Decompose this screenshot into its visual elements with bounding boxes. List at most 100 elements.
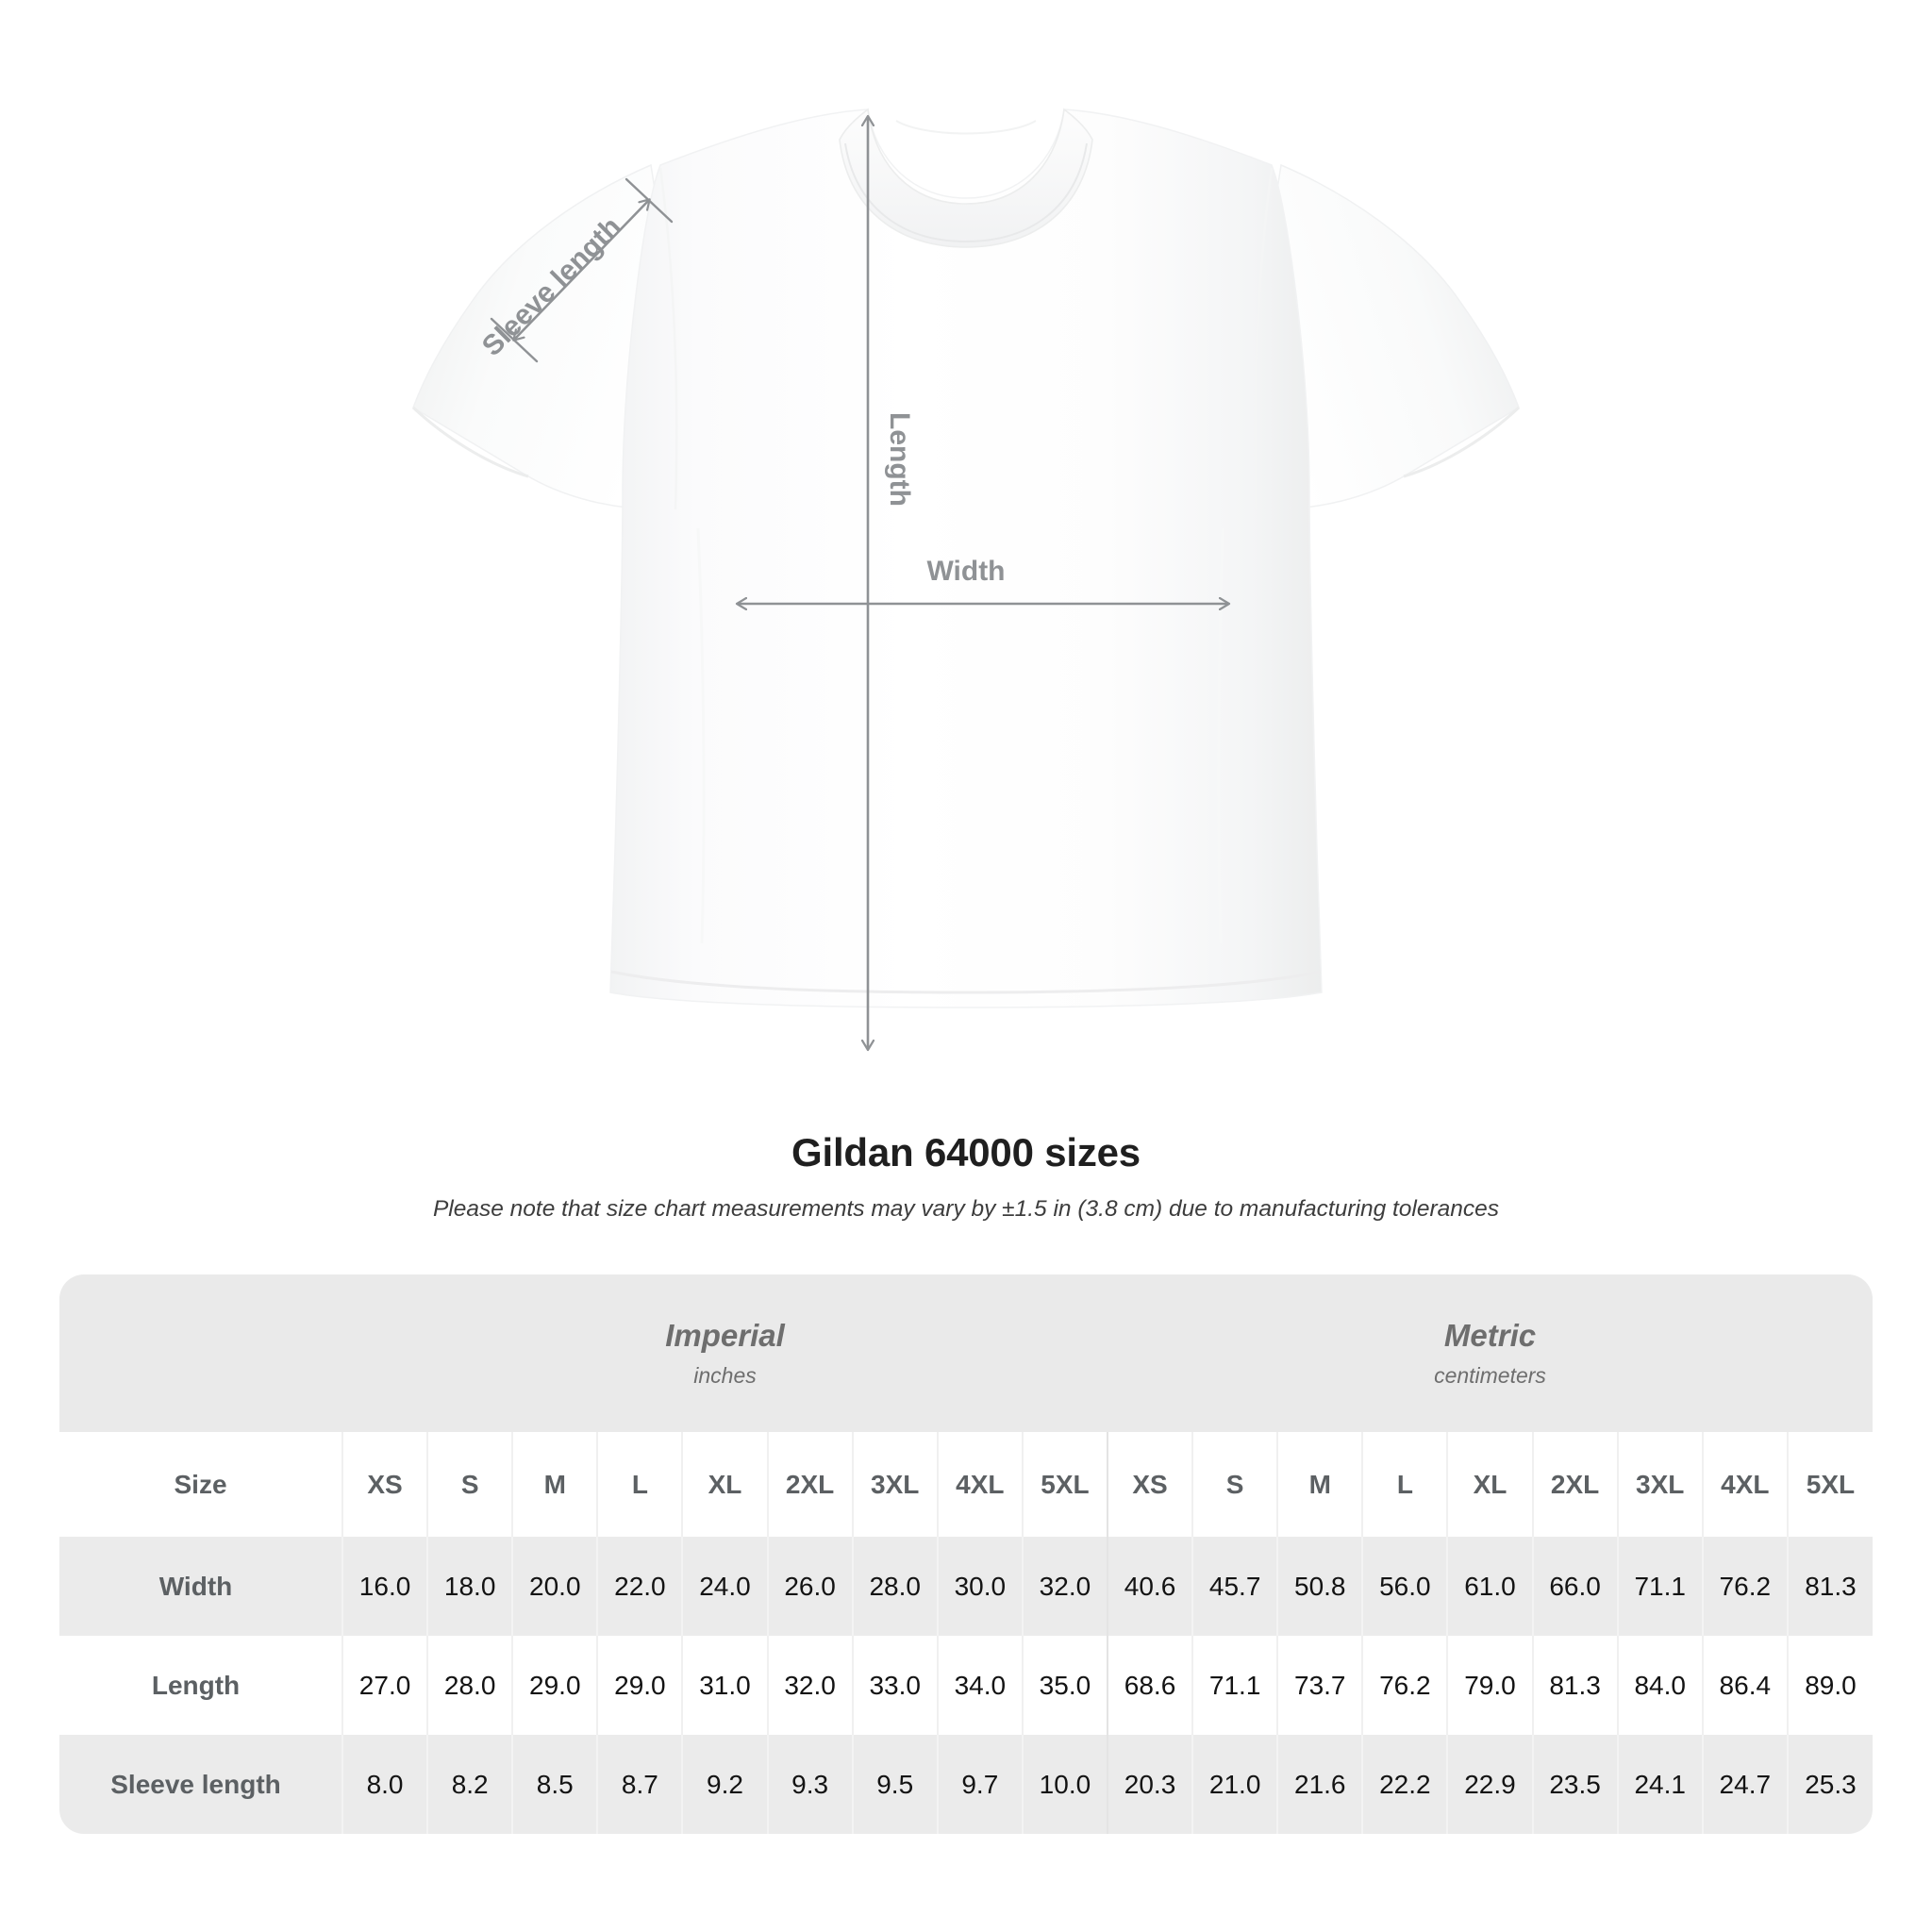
cell-value: 27.0 — [358, 1670, 411, 1700]
row-header-label: Length — [151, 1670, 241, 1700]
cell-value: 24.0 — [699, 1571, 751, 1601]
cell-value: 22.0 — [614, 1571, 666, 1601]
cell-width-imperial-s: 18.0 — [426, 1537, 513, 1636]
size-code: M — [543, 1469, 566, 1499]
size-header-metric-4xl: 4XL — [1701, 1432, 1788, 1537]
cell-value: 16.0 — [358, 1571, 411, 1601]
cell-value: 76.2 — [1719, 1571, 1772, 1601]
size-header-imperial-m: M — [511, 1432, 598, 1537]
size-header-metric-3xl: 3XL — [1616, 1432, 1703, 1537]
size-code: XS — [1132, 1469, 1168, 1499]
cell-value: 28.0 — [443, 1670, 496, 1700]
cell-value: 35.0 — [1039, 1670, 1091, 1700]
size-code: 3XL — [871, 1469, 920, 1499]
cell-width-imperial-m: 20.0 — [511, 1537, 598, 1636]
cell-length-metric-l: 76.2 — [1361, 1636, 1448, 1735]
tolerance-note: Please note that size chart measurements… — [432, 1196, 1500, 1222]
cell-length-imperial-3xl: 33.0 — [851, 1636, 938, 1735]
cell-length-imperial-m: 29.0 — [511, 1636, 598, 1735]
cell-length-imperial-l: 29.0 — [596, 1636, 683, 1735]
cell-length-metric-xs: 68.6 — [1106, 1636, 1193, 1735]
cell-value: 89.0 — [1805, 1670, 1857, 1700]
cell-length-metric-3xl: 84.0 — [1616, 1636, 1703, 1735]
tshirt-illustration — [411, 108, 1521, 1008]
cell-width-metric-2xl: 66.0 — [1531, 1537, 1618, 1636]
table-row-width: Width 16.0 18.0 20.0 22.0 24.0 26.0 28.0 30.0 32.… — [59, 1537, 1874, 1636]
cell-sleeve-length-imperial-s: 8.2 — [426, 1735, 513, 1834]
size-corner-label-cell: Size — [59, 1432, 342, 1537]
size-table: Imperial inches Metric centimeters Size XS S M L… — [59, 1274, 1874, 1834]
cell-value: 23.5 — [1549, 1769, 1601, 1799]
cell-value: 34.0 — [954, 1670, 1007, 1700]
cell-length-metric-5xl: 89.0 — [1786, 1636, 1874, 1735]
cell-sleeve-length-metric-3xl: 24.1 — [1616, 1735, 1703, 1834]
cell-sleeve-length-imperial-xs: 8.0 — [341, 1735, 428, 1834]
size-header-imperial-xl: XL — [681, 1432, 768, 1537]
cell-width-imperial-xl: 24.0 — [681, 1537, 768, 1636]
cell-value: 9.2 — [707, 1769, 743, 1799]
cell-value: 26.0 — [784, 1571, 836, 1601]
cell-value: 32.0 — [784, 1670, 836, 1700]
row-header-label: Width — [158, 1571, 233, 1601]
cell-sleeve-length-imperial-m: 8.5 — [511, 1735, 598, 1834]
size-code: 5XL — [1806, 1469, 1856, 1499]
cell-length-imperial-xs: 27.0 — [341, 1636, 428, 1735]
size-code: S — [1225, 1469, 1244, 1499]
size-corner-label: Size — [174, 1469, 227, 1499]
cell-value: 29.0 — [614, 1670, 666, 1700]
cell-value: 8.5 — [536, 1769, 574, 1799]
cell-sleeve-length-metric-m: 21.6 — [1276, 1735, 1363, 1834]
size-header-metric-xs: XS — [1106, 1432, 1193, 1537]
cell-value: 81.3 — [1549, 1670, 1601, 1700]
cell-length-imperial-xl: 31.0 — [681, 1636, 768, 1735]
size-header-metric-2xl: 2XL — [1531, 1432, 1618, 1537]
cell-width-imperial-2xl: 26.0 — [766, 1537, 853, 1636]
size-table-container: Imperial inches Metric centimeters Size XS S M L… — [59, 1274, 1874, 1834]
cell-length-metric-xl: 79.0 — [1446, 1636, 1533, 1735]
cell-value: 24.1 — [1634, 1769, 1686, 1799]
cell-value: 24.7 — [1719, 1769, 1772, 1799]
row-header-label: Sleeve length — [110, 1769, 281, 1799]
unit-name: Imperial — [665, 1317, 785, 1353]
cell-sleeve-length-imperial-3xl: 9.5 — [851, 1735, 938, 1834]
cell-width-imperial-5xl: 32.0 — [1021, 1537, 1108, 1636]
cell-value: 9.3 — [791, 1769, 829, 1799]
cell-value: 84.0 — [1634, 1670, 1686, 1700]
cell-value: 68.6 — [1124, 1670, 1176, 1700]
cell-length-metric-2xl: 81.3 — [1531, 1636, 1618, 1735]
row-header-cell-width: Width — [59, 1537, 342, 1636]
size-code: 3XL — [1636, 1469, 1685, 1499]
cell-value: 45.7 — [1208, 1571, 1261, 1601]
cell-length-metric-4xl: 86.4 — [1701, 1636, 1788, 1735]
cell-value: 61.0 — [1464, 1571, 1516, 1601]
length-label: Length — [884, 412, 915, 507]
cell-value: 32.0 — [1039, 1571, 1091, 1601]
cell-value: 50.8 — [1294, 1571, 1346, 1601]
unit-subtitle: centimeters — [1434, 1362, 1546, 1388]
cell-value: 81.3 — [1805, 1571, 1857, 1601]
row-header-cell-sleeve-length: Sleeve length — [59, 1735, 342, 1834]
size-code: XS — [367, 1469, 403, 1499]
unit-name: Metric — [1443, 1317, 1537, 1353]
cell-value: 31.0 — [699, 1670, 751, 1700]
cell-width-metric-5xl: 81.3 — [1786, 1537, 1874, 1636]
cell-width-imperial-4xl: 30.0 — [936, 1537, 1023, 1636]
cell-width-metric-4xl: 76.2 — [1701, 1537, 1788, 1636]
cell-length-imperial-2xl: 32.0 — [766, 1636, 853, 1735]
cell-width-metric-l: 56.0 — [1361, 1537, 1448, 1636]
cell-value: 8.0 — [366, 1769, 404, 1799]
cell-value: 9.7 — [961, 1769, 999, 1799]
cell-value: 30.0 — [954, 1571, 1007, 1601]
cell-value: 66.0 — [1549, 1571, 1601, 1601]
cell-width-metric-xl: 61.0 — [1446, 1537, 1533, 1636]
size-code: XL — [708, 1469, 742, 1499]
heading-block: Gildan 64000 sizes Please note that size… — [0, 1128, 1932, 1224]
cell-length-metric-m: 73.7 — [1276, 1636, 1363, 1735]
cell-value: 71.1 — [1634, 1571, 1686, 1601]
cell-value: 79.0 — [1464, 1670, 1516, 1700]
cell-width-metric-m: 50.8 — [1276, 1537, 1363, 1636]
cell-sleeve-length-metric-xs: 20.3 — [1106, 1735, 1193, 1834]
cell-sleeve-length-metric-s: 21.0 — [1191, 1735, 1278, 1834]
cell-length-imperial-5xl: 35.0 — [1021, 1636, 1108, 1735]
size-header-metric-s: S — [1191, 1432, 1278, 1537]
